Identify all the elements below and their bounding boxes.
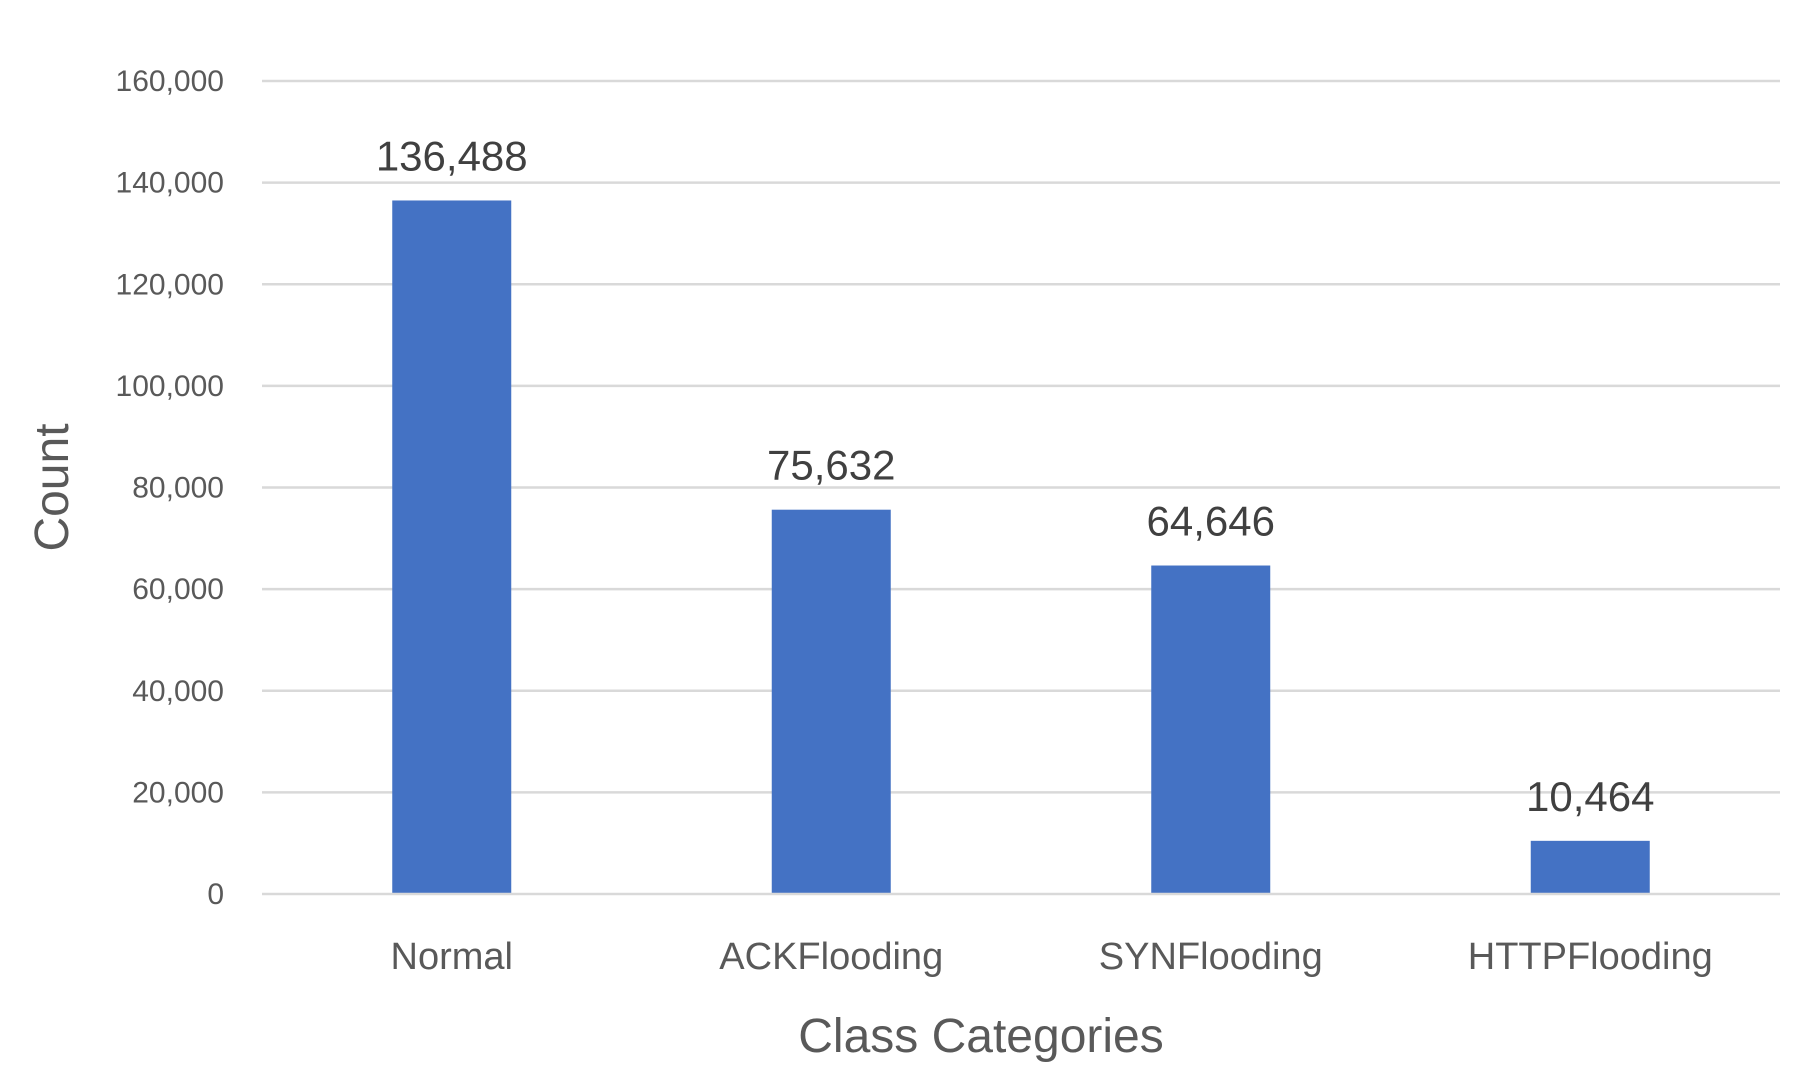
y-tick-label: 0	[207, 878, 224, 911]
y-tick-label: 120,000	[116, 268, 224, 301]
y-tick-label: 60,000	[132, 573, 224, 606]
y-tick-label: 40,000	[132, 675, 224, 708]
y-tick-label: 20,000	[132, 776, 224, 809]
y-tick-label: 160,000	[116, 65, 224, 98]
y-tick-label: 80,000	[132, 472, 224, 505]
bars	[392, 200, 1650, 895]
bar-httpflooding	[1530, 840, 1650, 894]
data-label: 75,632	[767, 442, 895, 489]
x-category-label: SYNFlooding	[1099, 936, 1323, 978]
gridlines	[262, 79, 1780, 794]
x-category-label: HTTPFlooding	[1468, 936, 1713, 978]
y-tick-label: 100,000	[116, 370, 224, 403]
x-category-label: ACKFlooding	[719, 936, 943, 978]
bar-normal	[392, 200, 512, 895]
bar-synflooding	[1151, 565, 1271, 894]
data-labels: 136,488 75,632 64,646 10,464	[376, 132, 1655, 819]
x-category-label: Normal	[391, 936, 513, 978]
x-axis-categories: Normal ACKFlooding SYNFlooding HTTPFlooding	[391, 936, 1713, 978]
y-axis-ticks: 0 20,000 40,000 60,000 80,000 100,000 120,000 1…	[116, 65, 224, 911]
x-axis-title: Class Categories	[798, 1010, 1163, 1063]
bar-ackflooding	[771, 509, 891, 894]
y-tick-label: 140,000	[116, 167, 224, 200]
data-label: 10,464	[1526, 773, 1654, 820]
data-label: 64,646	[1147, 498, 1275, 545]
y-axis-title: Count	[26, 423, 79, 551]
data-label: 136,488	[376, 132, 528, 179]
